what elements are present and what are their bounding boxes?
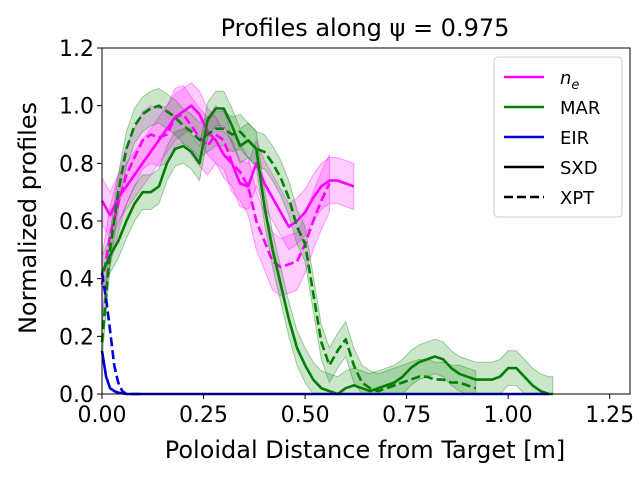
- line-mar-xpt: [100, 104, 477, 393]
- x-tick-label: 0.00: [78, 403, 127, 428]
- x-tick-label: 0.25: [179, 403, 228, 428]
- y-tick-label: 0.2: [59, 325, 94, 350]
- y-tick-label: 0.4: [59, 268, 94, 293]
- x-tick-label: 1.00: [484, 403, 533, 428]
- x-tick-label: 1.25: [585, 403, 634, 428]
- legend-label-mar: MAR: [560, 98, 600, 119]
- legend-label-xpt: XPT: [560, 188, 595, 209]
- line-n-e-sxd: [100, 104, 355, 229]
- legend-box: [493, 56, 623, 218]
- legend-label-sxd: SXD: [560, 158, 598, 179]
- x-axis-label: Poloidal Distance from Target [m]: [165, 436, 566, 464]
- legend-label-n-e: ne: [560, 68, 579, 93]
- y-axis-label: Normalized profiles: [14, 102, 42, 334]
- x-tick-label: 0.50: [281, 403, 330, 428]
- y-tick-label: 1.0: [59, 95, 94, 120]
- legend-label-eir: EIR: [560, 128, 589, 149]
- chart-title: Profiles along ψ = 0.975: [221, 14, 510, 42]
- line-n-e-xpt: [100, 113, 331, 285]
- axis-ticks: 0.00 0.25 0.50 0.75 1.00 1.25 0.0 0.2 0.4 0.6 0.8 1…: [59, 37, 634, 428]
- y-tick-label: 1.2: [59, 37, 94, 62]
- line-mar-sxd: [100, 107, 553, 396]
- x-tick-label: 0.75: [382, 403, 431, 428]
- y-tick-label: 0.6: [59, 210, 94, 235]
- y-tick-label: 0.0: [59, 383, 94, 408]
- legend: ne MAR EIR SXD XPT: [493, 56, 623, 218]
- y-tick-label: 0.8: [59, 152, 94, 177]
